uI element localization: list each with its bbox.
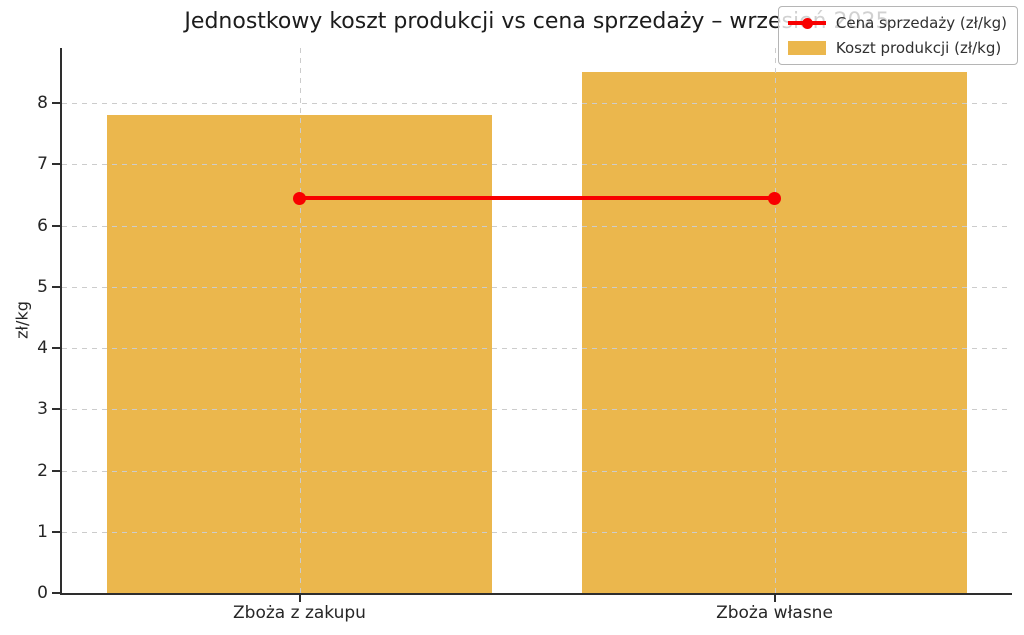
legend-item-price: Cena sprzedaży (zł/kg) xyxy=(787,14,1007,32)
gridline-v-0 xyxy=(299,48,301,593)
x-tick-label-1: Zboża własne xyxy=(716,603,833,623)
gridline-h-7 xyxy=(62,164,1012,166)
gridline-h-2 xyxy=(62,470,1012,472)
y-tick-mark-8 xyxy=(52,102,60,105)
legend-label: Koszt produkcji (zł/kg) xyxy=(835,39,1002,57)
x-tick-mark-0 xyxy=(298,595,301,602)
y-axis-label: zł/kg xyxy=(12,301,32,339)
gridline-h-8 xyxy=(62,103,1012,105)
x-tick-label-0: Zboża z zakupu xyxy=(233,603,366,623)
y-tick-mark-2 xyxy=(52,469,60,472)
gridline-h-1 xyxy=(62,531,1012,533)
price-marker-0 xyxy=(293,191,306,205)
y-tick-label-2: 2 xyxy=(37,460,48,481)
legend-line-marker-icon xyxy=(787,15,826,31)
price-marker-1 xyxy=(768,191,781,205)
y-tick-mark-3 xyxy=(52,408,60,411)
y-tick-label-4: 4 xyxy=(37,338,48,359)
y-tick-mark-7 xyxy=(52,163,60,166)
gridline-h-5 xyxy=(62,286,1012,288)
x-axis-spine xyxy=(60,593,1012,595)
legend-label: Cena sprzedaży (zł/kg) xyxy=(835,14,1007,32)
y-tick-label-1: 1 xyxy=(37,521,48,542)
y-tick-mark-0 xyxy=(52,592,60,594)
y-tick-mark-5 xyxy=(52,285,60,288)
gridline-v-1 xyxy=(774,48,776,593)
y-tick-mark-1 xyxy=(52,530,60,533)
legend: Cena sprzedaży (zł/kg) Koszt produkcji (z… xyxy=(777,6,1018,65)
y-tick-label-3: 3 xyxy=(37,399,48,420)
chart-title: Jednostkowy koszt produkcji vs cena sprz… xyxy=(184,9,890,34)
y-tick-label-0: 0 xyxy=(37,583,48,603)
gridline-h-4 xyxy=(62,348,1012,350)
gridline-h-3 xyxy=(62,409,1012,411)
y-tick-mark-6 xyxy=(52,224,60,227)
y-axis-spine xyxy=(60,48,62,595)
x-tick-mark-1 xyxy=(773,595,776,602)
plot-area xyxy=(60,48,1012,595)
legend-item-cost: Koszt produkcji (zł/kg) xyxy=(787,39,1007,57)
y-tick-label-6: 6 xyxy=(37,215,48,236)
y-tick-label-8: 8 xyxy=(37,93,48,114)
y-tick-mark-4 xyxy=(52,347,60,350)
legend-bar-swatch-icon xyxy=(787,40,826,56)
gridline-h-6 xyxy=(62,225,1012,227)
y-tick-label-5: 5 xyxy=(37,276,48,297)
y-tick-label-7: 7 xyxy=(37,154,48,175)
price-line xyxy=(299,196,775,201)
